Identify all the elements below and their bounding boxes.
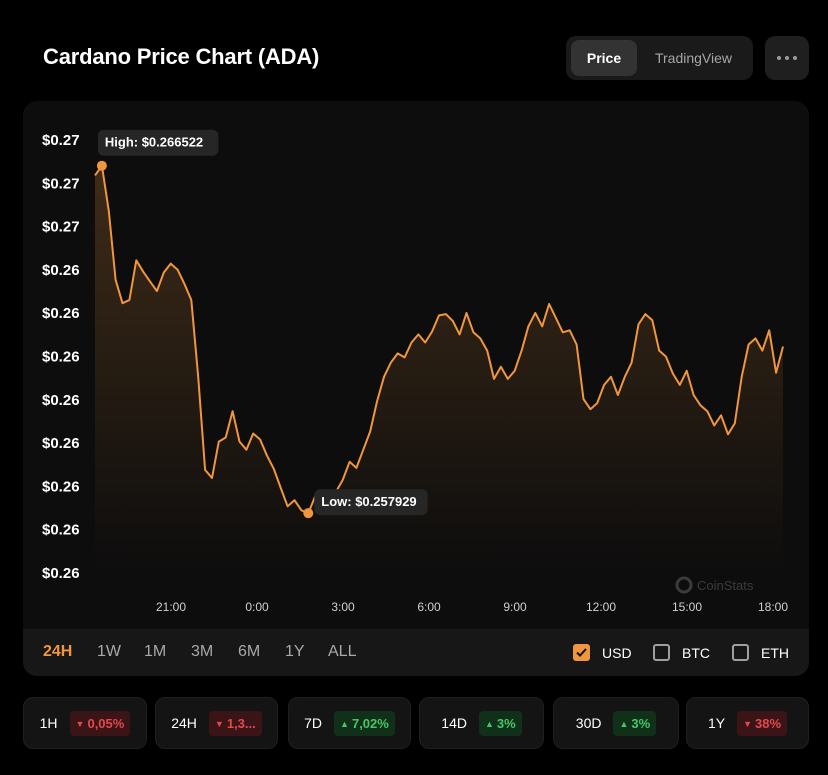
price-tab[interactable]: Price — [571, 40, 637, 76]
stat-change-value: 3% — [631, 715, 651, 731]
stat-change-value: 7,02% — [351, 715, 389, 731]
dot-icon — [793, 56, 797, 60]
page-title: Cardano Price Chart (ADA) — [43, 44, 320, 69]
chart-footer: 24H 1W 1M 3M 6M 1Y ALL USD BTC ETH — [23, 629, 809, 676]
high-point — [96, 160, 107, 171]
price-chart[interactable]: $0.27 $0.27 $0.27 $0.26 $0.26 $0.26 $0.26 $0.26… — [23, 101, 809, 629]
low-tooltip — [314, 489, 428, 516]
y-axis-tick-label: $0.26 — [42, 392, 80, 409]
y-axis-tick-label: $0.26 — [42, 305, 80, 322]
stat-change-value: 1,3... — [226, 715, 256, 731]
range-tab-24h[interactable]: 24H — [43, 643, 73, 660]
low-label: Low: $0.257929 — [321, 494, 416, 509]
y-axis-tick-label: $0.27 — [42, 132, 80, 149]
stat-card-30d[interactable]: 30D ▲ 3% — [553, 697, 679, 749]
x-axis-tick-label: 18:00 — [758, 600, 788, 614]
currency-label: BTC — [682, 644, 710, 661]
more-options-button[interactable] — [765, 36, 809, 80]
stat-change-badge: ▲ 3% — [478, 710, 522, 736]
arrow-up-icon: ▲ — [484, 718, 494, 729]
stat-change-badge: ▲ 3% — [613, 710, 657, 736]
watermark-text: CoinStats — [697, 578, 754, 593]
checkbox-icon — [653, 644, 670, 661]
range-tab-3m[interactable]: 3M — [191, 643, 214, 660]
x-axis-tick-label: 21:00 — [156, 600, 186, 614]
currency-eth-checkbox[interactable]: ETH — [732, 644, 789, 661]
range-tab-6m[interactable]: 6M — [238, 643, 261, 660]
y-axis-tick-label: $0.26 — [42, 565, 80, 582]
stat-period-label: 14D — [441, 715, 467, 731]
currency-label: ETH — [761, 644, 789, 661]
currency-usd-checkbox[interactable]: USD — [573, 644, 632, 661]
tradingview-tab[interactable]: TradingView — [654, 50, 733, 66]
y-axis-tick-label: $0.26 — [42, 349, 80, 366]
low-point — [303, 508, 314, 519]
range-tab-1m[interactable]: 1M — [144, 643, 167, 660]
range-tab-1w[interactable]: 1W — [97, 643, 121, 660]
x-axis-tick-label: 15:00 — [672, 600, 702, 614]
y-axis-tick-label: $0.26 — [42, 435, 80, 452]
stat-card-1y[interactable]: 1Y ▼ 38% — [686, 697, 809, 749]
stat-change-value: 38% — [755, 715, 782, 731]
arrow-down-icon: ▼ — [214, 718, 224, 729]
stat-card-14d[interactable]: 14D ▲ 3% — [419, 697, 544, 749]
stat-period-label: 30D — [575, 715, 602, 731]
y-axis-tick-label: $0.27 — [42, 175, 80, 192]
stat-change-badge: ▼ 0,05% — [69, 710, 131, 736]
checkbox-icon — [732, 644, 749, 661]
arrow-up-icon: ▲ — [619, 718, 629, 729]
dot-icon — [777, 56, 781, 60]
y-axis-tick-label: $0.27 — [42, 219, 80, 236]
stat-card-1h[interactable]: 1H ▼ 0,05% — [23, 697, 147, 749]
dot-icon — [785, 56, 789, 60]
view-toggle: Price TradingView — [566, 36, 753, 80]
range-tab-1y[interactable]: 1Y — [285, 643, 305, 660]
arrow-up-icon: ▲ — [340, 718, 349, 729]
currency-btc-checkbox[interactable]: BTC — [653, 644, 710, 661]
chart-card: $0.27 $0.27 $0.27 $0.26 $0.26 $0.26 $0.26 $0.26… — [23, 101, 809, 676]
x-axis-tick-label: 0:00 — [245, 600, 269, 614]
arrow-down-icon: ▼ — [75, 718, 85, 729]
y-axis-tick-label: $0.26 — [42, 522, 80, 539]
y-axis-tick-label: $0.26 — [42, 262, 80, 279]
currency-label: USD — [602, 644, 632, 661]
stat-period-label: 1Y — [707, 715, 726, 731]
stat-change-badge: ▼ 38% — [737, 710, 788, 736]
range-tab-all[interactable]: ALL — [328, 643, 357, 660]
stat-card-24h[interactable]: 24H ▼ 1,3... — [155, 697, 278, 749]
price-area — [95, 165, 783, 571]
stat-change-value: 3% — [496, 715, 516, 731]
stat-change-badge: ▲ 7,02% — [334, 710, 395, 736]
checkmark-icon — [573, 644, 590, 661]
x-axis-tick-label: 3:00 — [331, 600, 355, 614]
x-axis-tick-label: 9:00 — [503, 600, 527, 614]
price-line — [94, 164, 784, 515]
stat-change-badge: ▼ 1,3... — [208, 710, 262, 736]
coinstats-watermark: CoinStats — [675, 576, 754, 594]
stat-period-label: 24H — [171, 715, 197, 731]
high-label: High: $0.266522 — [105, 135, 203, 150]
stat-period-label: 1H — [39, 715, 58, 731]
high-tooltip — [97, 129, 219, 156]
stat-change-value: 0,05% — [87, 715, 125, 731]
stat-card-7d[interactable]: 7D ▲ 7,02% — [288, 697, 411, 749]
x-axis-tick-label: 12:00 — [586, 600, 616, 614]
arrow-down-icon: ▼ — [743, 718, 752, 729]
stat-period-label: 7D — [304, 715, 323, 731]
x-axis-tick-label: 6:00 — [417, 600, 441, 614]
y-axis-tick-label: $0.26 — [42, 478, 80, 495]
